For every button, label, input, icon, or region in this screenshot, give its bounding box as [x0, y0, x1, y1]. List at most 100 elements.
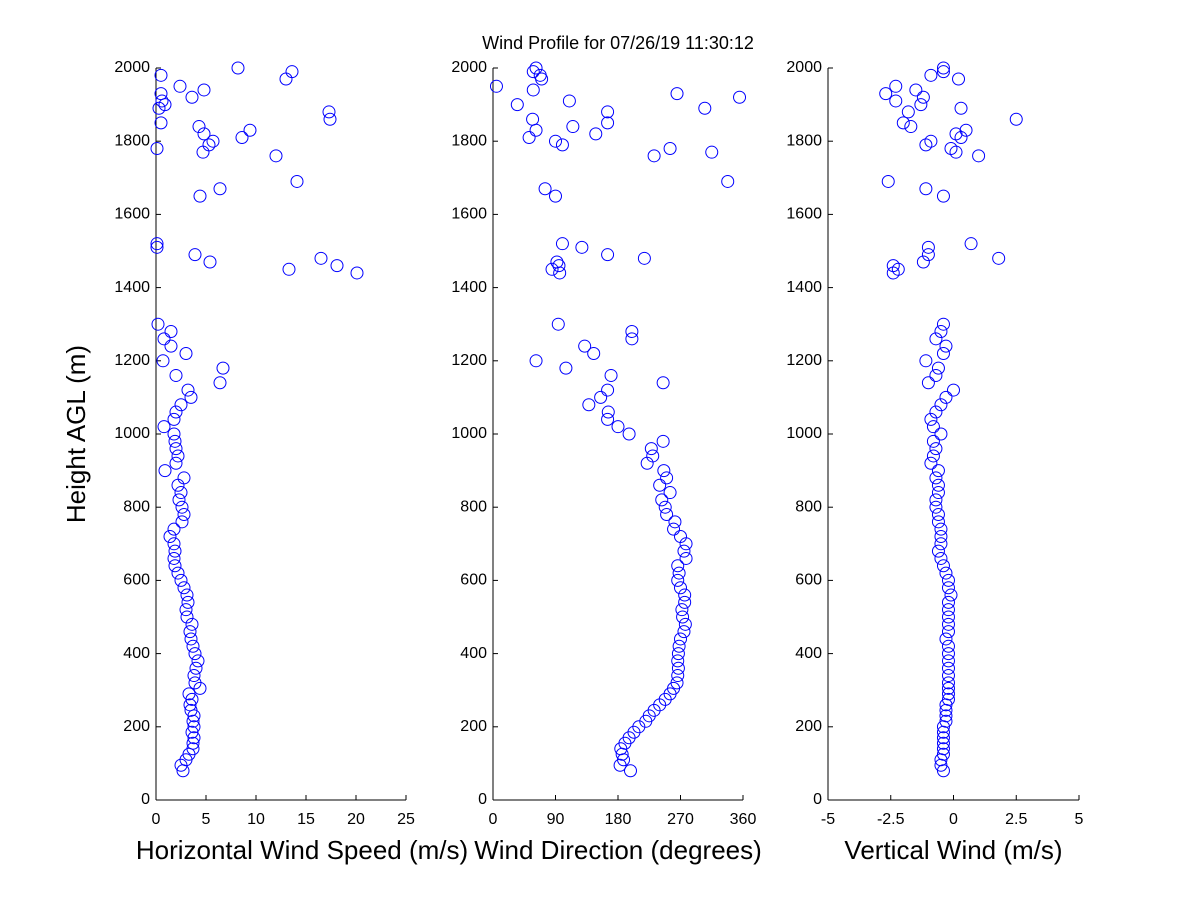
point [919, 182, 933, 196]
point [678, 617, 692, 631]
point [213, 182, 227, 196]
point [660, 508, 674, 522]
y-tick-label: 1200 [114, 352, 150, 369]
point [601, 405, 615, 419]
point [522, 131, 536, 145]
point [929, 500, 943, 514]
point [168, 544, 182, 558]
point [939, 390, 953, 404]
point [566, 120, 580, 134]
point [529, 123, 543, 137]
point [188, 676, 202, 690]
point [550, 255, 564, 269]
point [622, 427, 636, 441]
point [644, 442, 658, 456]
y-tick-label: 200 [795, 718, 822, 735]
point [186, 639, 200, 653]
y-tick-label: 1800 [114, 132, 150, 149]
point [934, 529, 948, 543]
point [992, 251, 1006, 265]
point [677, 544, 691, 558]
point [549, 134, 562, 148]
point [939, 714, 953, 728]
point [929, 368, 943, 382]
point [934, 522, 948, 536]
y-tick-label: 800 [460, 498, 487, 515]
point [672, 639, 686, 653]
point [191, 654, 205, 668]
point [538, 182, 552, 196]
point [941, 610, 955, 624]
point [157, 420, 171, 434]
point [323, 112, 337, 126]
point [269, 149, 283, 163]
point [179, 603, 193, 617]
point [952, 72, 966, 86]
point [151, 317, 165, 331]
point [656, 376, 670, 390]
point [181, 595, 195, 609]
point [330, 259, 344, 273]
point [941, 647, 955, 661]
point [175, 515, 189, 529]
point [243, 123, 257, 137]
x-tick-label: 0 [152, 811, 161, 828]
point [625, 325, 639, 339]
y-tick-label: 400 [123, 645, 150, 662]
point [944, 588, 958, 602]
point [934, 537, 948, 551]
y-tick-label: 2000 [114, 59, 150, 76]
point [189, 661, 203, 675]
point [733, 90, 747, 104]
point [589, 127, 603, 141]
y-tick-label: 200 [460, 718, 487, 735]
y-tick-label: 600 [795, 572, 822, 589]
point [193, 189, 207, 203]
point [936, 747, 950, 761]
y-tick-label: 1800 [451, 132, 487, 149]
point [188, 647, 202, 661]
point [175, 500, 189, 514]
point [936, 742, 950, 756]
point [150, 237, 164, 251]
point [670, 676, 684, 690]
x-tick-label: 360 [730, 811, 757, 828]
x-tick-label: 5 [202, 811, 211, 828]
point [929, 442, 943, 456]
x-tick-label: 270 [667, 811, 694, 828]
point [185, 90, 199, 104]
point [179, 346, 193, 360]
point [926, 434, 940, 448]
point [931, 361, 945, 375]
point [934, 398, 948, 412]
point [150, 142, 164, 156]
point [698, 101, 712, 115]
point [672, 566, 686, 580]
point [671, 669, 685, 683]
point [171, 566, 185, 580]
point [944, 142, 958, 156]
point [671, 654, 685, 668]
point [154, 87, 168, 101]
point [559, 361, 573, 375]
point [936, 346, 950, 360]
point [671, 647, 685, 661]
y-tick-label: 600 [123, 572, 150, 589]
point [187, 720, 201, 734]
point [578, 339, 592, 353]
point [202, 138, 216, 152]
point [529, 61, 543, 75]
y-tick-label: 400 [795, 645, 822, 662]
point [678, 588, 692, 602]
point [555, 138, 569, 152]
point [881, 174, 895, 188]
point [929, 405, 943, 419]
point [526, 112, 540, 126]
point [936, 725, 950, 739]
point [916, 90, 930, 104]
point [168, 434, 182, 448]
point [167, 522, 181, 536]
point [167, 427, 181, 441]
x-tick-label: 20 [347, 811, 365, 828]
